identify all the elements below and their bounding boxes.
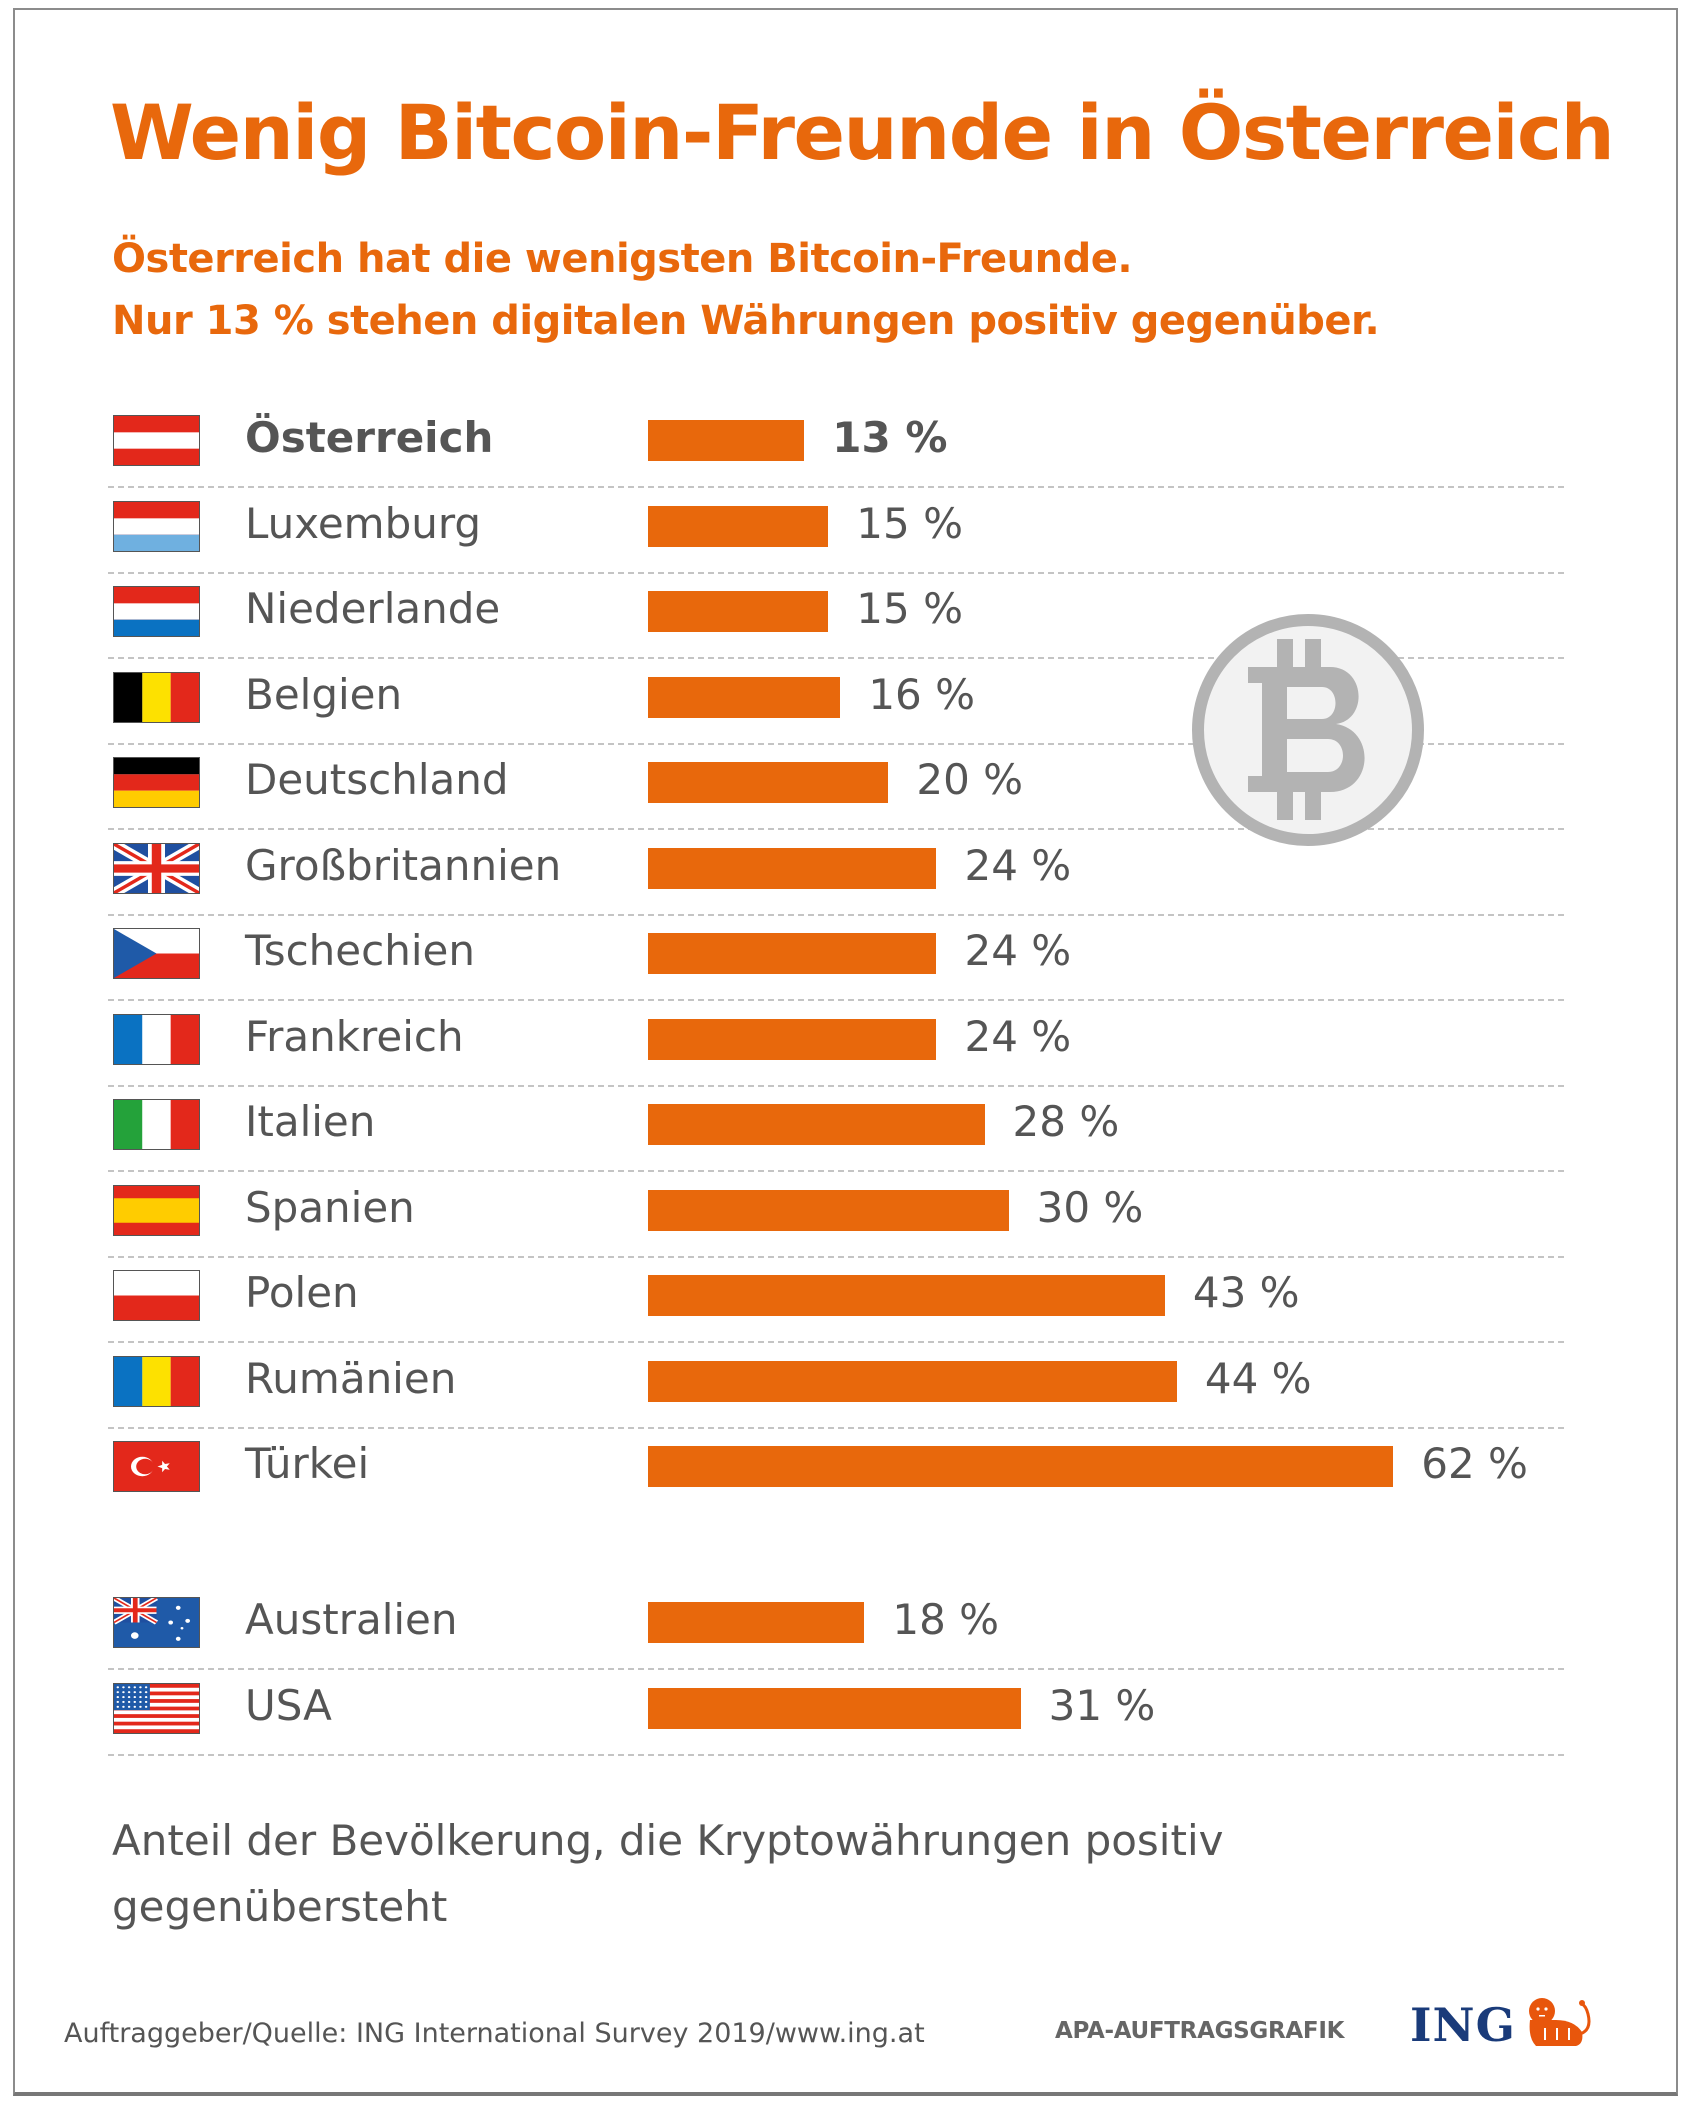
subtitle-line: Österreich hat die wenigsten Bitcoin-Fre… xyxy=(112,236,1133,282)
flag-ro-icon xyxy=(113,1355,200,1407)
value-label: 43 % xyxy=(1192,1268,1300,1317)
row-divider xyxy=(108,1255,1564,1258)
bar xyxy=(648,1275,1165,1316)
bar xyxy=(648,505,829,547)
flag-gb-icon xyxy=(113,842,200,894)
row-divider xyxy=(108,1084,1564,1087)
flag-fr-icon xyxy=(113,1013,200,1065)
country-label: Türkei xyxy=(245,1439,370,1488)
bar xyxy=(648,676,841,718)
flag-es-icon xyxy=(113,1184,200,1236)
ing-logo-text: ING xyxy=(1410,1998,1516,2052)
country-label: Rumänien xyxy=(245,1353,457,1403)
flag-tr-icon xyxy=(113,1441,200,1492)
country-label: Luxemburg xyxy=(245,498,482,548)
row-divider xyxy=(108,742,1564,745)
value-label: 18 % xyxy=(892,1595,1000,1644)
row-divider xyxy=(108,1426,1564,1429)
country-label: Österreich xyxy=(245,413,494,462)
row-divider xyxy=(108,999,1564,1001)
row-divider xyxy=(108,1170,1564,1172)
flag-pl-icon xyxy=(113,1270,200,1321)
row-divider xyxy=(108,657,1564,659)
value-label: 15 % xyxy=(856,498,963,548)
graphic-frame xyxy=(13,8,1678,2096)
flag-be-icon xyxy=(113,671,200,723)
value-label: 28 % xyxy=(1012,1097,1120,1146)
bar xyxy=(648,1446,1394,1487)
row-divider xyxy=(108,828,1564,830)
country-label: Polen xyxy=(245,1268,359,1317)
bitcoin-icon xyxy=(1192,614,1424,846)
country-label: Tschechien xyxy=(245,926,475,975)
value-label: 24 % xyxy=(964,1011,1072,1061)
row-divider xyxy=(108,1753,1564,1756)
bar xyxy=(648,762,889,803)
country-label: Belgien xyxy=(245,669,403,719)
country-label: Deutschland xyxy=(245,755,509,804)
flag-de-icon xyxy=(113,757,200,808)
chart-subtitle: Österreich hat die wenigsten Bitcoin-Fre… xyxy=(112,228,1380,352)
country-label: Australien xyxy=(245,1595,458,1644)
flag-at-icon xyxy=(113,415,200,466)
row-divider xyxy=(108,913,1564,916)
value-label: 16 % xyxy=(868,669,976,719)
row-divider xyxy=(108,571,1564,574)
ing-logo: ING xyxy=(1410,1994,1594,2048)
country-label: Spanien xyxy=(245,1182,415,1232)
bar xyxy=(648,847,937,889)
bar xyxy=(648,933,937,974)
bar xyxy=(648,591,829,632)
flag-it-icon xyxy=(113,1099,200,1150)
country-label: USA xyxy=(245,1680,332,1730)
flag-au-icon xyxy=(113,1597,200,1648)
value-label: 62 % xyxy=(1421,1439,1528,1488)
value-label: 13 % xyxy=(832,413,948,462)
source-note: Auftraggeber/Quelle: ING International S… xyxy=(64,2018,925,2049)
value-label: 44 % xyxy=(1204,1353,1312,1403)
bar xyxy=(648,1104,985,1145)
value-label: 15 % xyxy=(856,584,963,633)
flag-nl-icon xyxy=(113,586,200,637)
bar xyxy=(648,1602,865,1643)
value-label: 20 % xyxy=(916,755,1024,804)
chart-caption: Anteil der Bevölkerung, die Kryptowährun… xyxy=(112,1816,1224,1931)
bar xyxy=(648,1018,937,1060)
row-divider xyxy=(108,1668,1564,1670)
country-label: Italien xyxy=(245,1097,376,1146)
bar xyxy=(648,420,805,461)
bar xyxy=(648,1687,1021,1729)
subtitle-line: Nur 13 % stehen digitalen Währungen posi… xyxy=(112,298,1380,344)
bar xyxy=(648,1360,1177,1402)
country-label: Niederlande xyxy=(245,584,501,633)
value-label: 31 % xyxy=(1048,1680,1156,1730)
flag-cz-icon xyxy=(113,928,200,979)
row-divider xyxy=(108,486,1564,488)
ing-lion-icon xyxy=(1528,1998,1591,2046)
chart-title: Wenig Bitcoin-Freunde in Österreich xyxy=(110,88,1615,177)
value-label: 24 % xyxy=(964,926,1072,975)
country-label: Großbritannien xyxy=(245,840,562,890)
value-label: 24 % xyxy=(964,840,1072,890)
country-label: Frankreich xyxy=(245,1011,464,1061)
value-label: 30 % xyxy=(1036,1182,1144,1232)
flag-us-icon xyxy=(113,1682,200,1734)
row-divider xyxy=(108,1341,1564,1343)
flag-lu-icon xyxy=(113,500,200,552)
bar xyxy=(648,1189,1009,1231)
apa-label: APA-AUFTRAGSGRAFIK xyxy=(1055,2018,1345,2044)
